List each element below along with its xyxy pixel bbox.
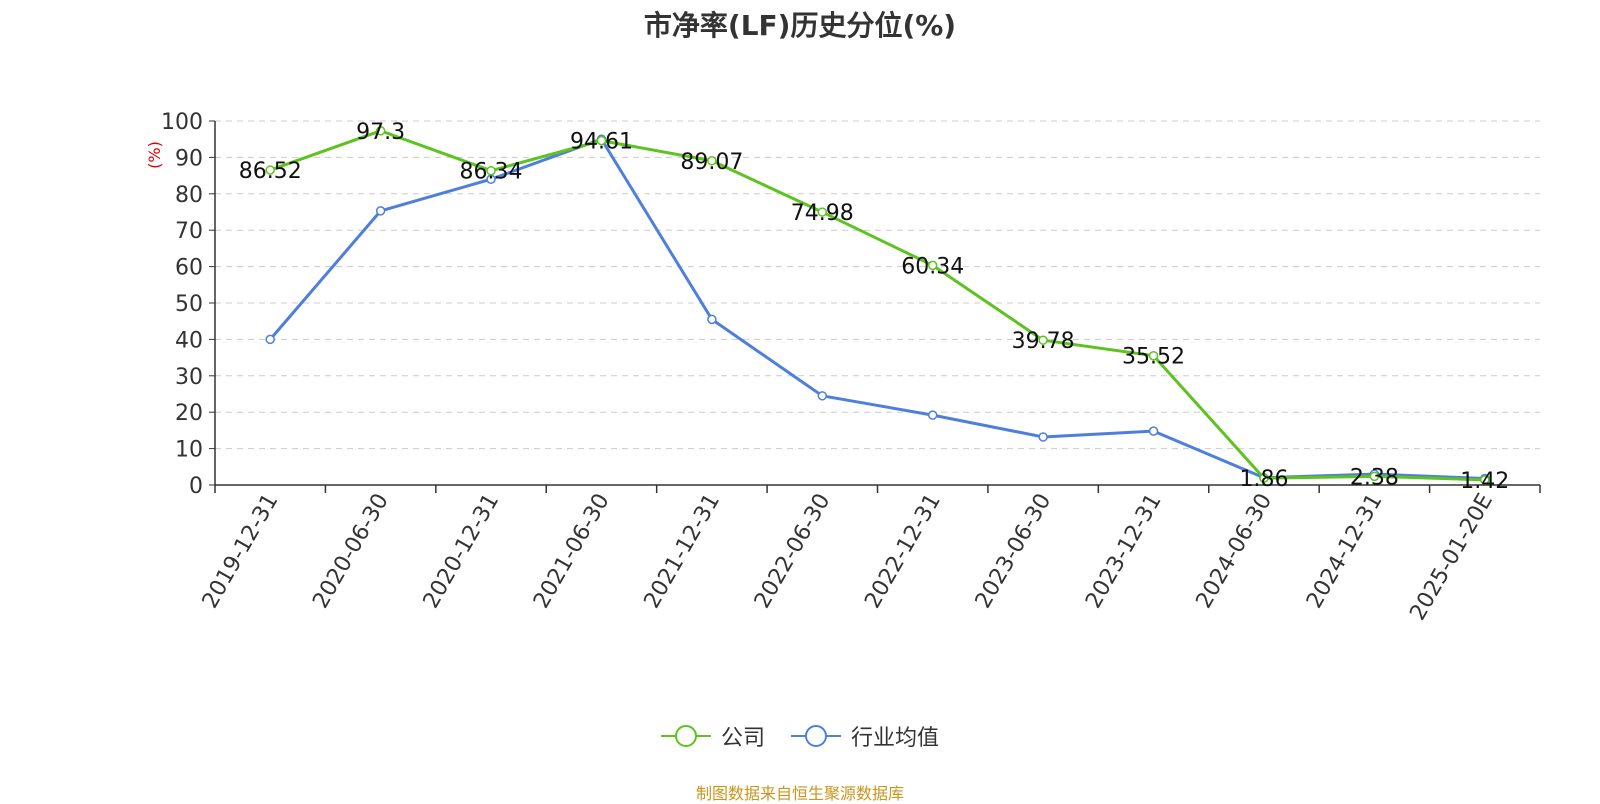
data-label: 60.34 [901,254,964,279]
y-axis-title: (%) [145,141,164,169]
series-lines [265,126,1490,485]
x-tick-label: 2024-12-31 [1302,490,1388,613]
source-note: 制图数据来自恒生聚源数据库 [695,784,904,803]
data-point[interactable] [927,410,938,420]
grid-lines [215,120,1540,450]
y-tick-label: 50 [175,292,203,317]
y-tick-label: 30 [175,365,203,390]
y-tick-label: 60 [175,256,203,281]
data-point[interactable] [707,314,717,325]
data-label: 1.86 [1239,467,1288,492]
y-tick-label: 70 [175,219,203,244]
data-point[interactable] [1148,426,1159,436]
y-tick-label: 80 [175,183,203,208]
x-tick-label: 2024-06-30 [1192,490,1278,613]
y-tick-label: 40 [175,328,203,353]
y-tick-label: 90 [175,146,203,171]
data-point[interactable] [265,334,275,345]
data-point[interactable] [817,391,828,401]
data-point[interactable] [1148,350,1159,361]
data-label: 35.52 [1122,345,1185,370]
axes: 0 10 20 30 40 50 60 70 80 90 100 2019-12-31 2020-06-… [161,110,1541,625]
data-label: 97.3 [356,120,405,145]
data-point[interactable] [927,260,938,271]
data-point[interactable] [1038,335,1048,345]
data-labels: 86.52 97.3 86.34 94.61 89.07 74.98 60.34 39.78 3… [239,120,1510,494]
chart-title: 市净率(LF)历史分位(%) [643,9,957,42]
x-tick-label: 2020-12-31 [419,490,505,613]
data-point[interactable] [707,156,717,166]
legend-item-industry-average[interactable]: 行业均值 [791,720,939,752]
x-tick-label: 2020-06-30 [308,490,394,613]
data-label: 94.61 [570,130,633,155]
data-point[interactable] [817,207,828,217]
series-line-1 [269,137,1485,480]
legend-item-company[interactable]: 公司 [660,720,765,752]
data-label: 89.07 [680,150,743,175]
data-label: 86.34 [460,160,523,185]
data-point[interactable] [1369,471,1380,482]
y-tick-label: 20 [175,401,203,426]
data-label: 2.38 [1350,465,1399,490]
legend-label-company: 公司 [720,726,765,751]
y-tick-label: 10 [175,438,203,463]
legend-industry-line-icon [791,725,841,747]
legend: 公司 行业均值 [0,720,1600,752]
data-label: 1.42 [1460,469,1509,494]
data-point[interactable] [375,126,386,136]
y-tick-label: 100 [161,110,203,135]
data-label: 86.52 [239,159,302,184]
data-point[interactable] [1259,473,1269,483]
x-tick-label: 2022-06-30 [750,490,836,613]
data-point[interactable] [265,165,275,175]
data-point[interactable] [375,206,386,216]
y-tick-label: 0 [189,474,203,499]
legend-label-industry-average: 行业均值 [851,726,940,751]
x-tick-label: 2022-12-31 [860,490,946,613]
x-tick-label: 2019-12-31 [198,490,284,613]
x-tick-label: 2021-06-30 [529,490,615,613]
data-label: 74.98 [791,201,854,226]
x-tick-label: 2023-12-31 [1081,490,1167,613]
data-point[interactable] [1480,475,1490,485]
x-tick-label: 2025-01-20E [1405,490,1498,625]
data-point[interactable] [486,165,496,176]
x-tick-label: 2021-12-31 [639,490,725,613]
data-point[interactable] [596,135,607,146]
legend-company-line-icon [660,725,711,747]
data-point[interactable] [1038,432,1048,442]
x-tick-label: 2023-06-30 [971,490,1057,613]
data-label: 39.78 [1012,329,1075,354]
series-line-0 [269,129,1485,482]
